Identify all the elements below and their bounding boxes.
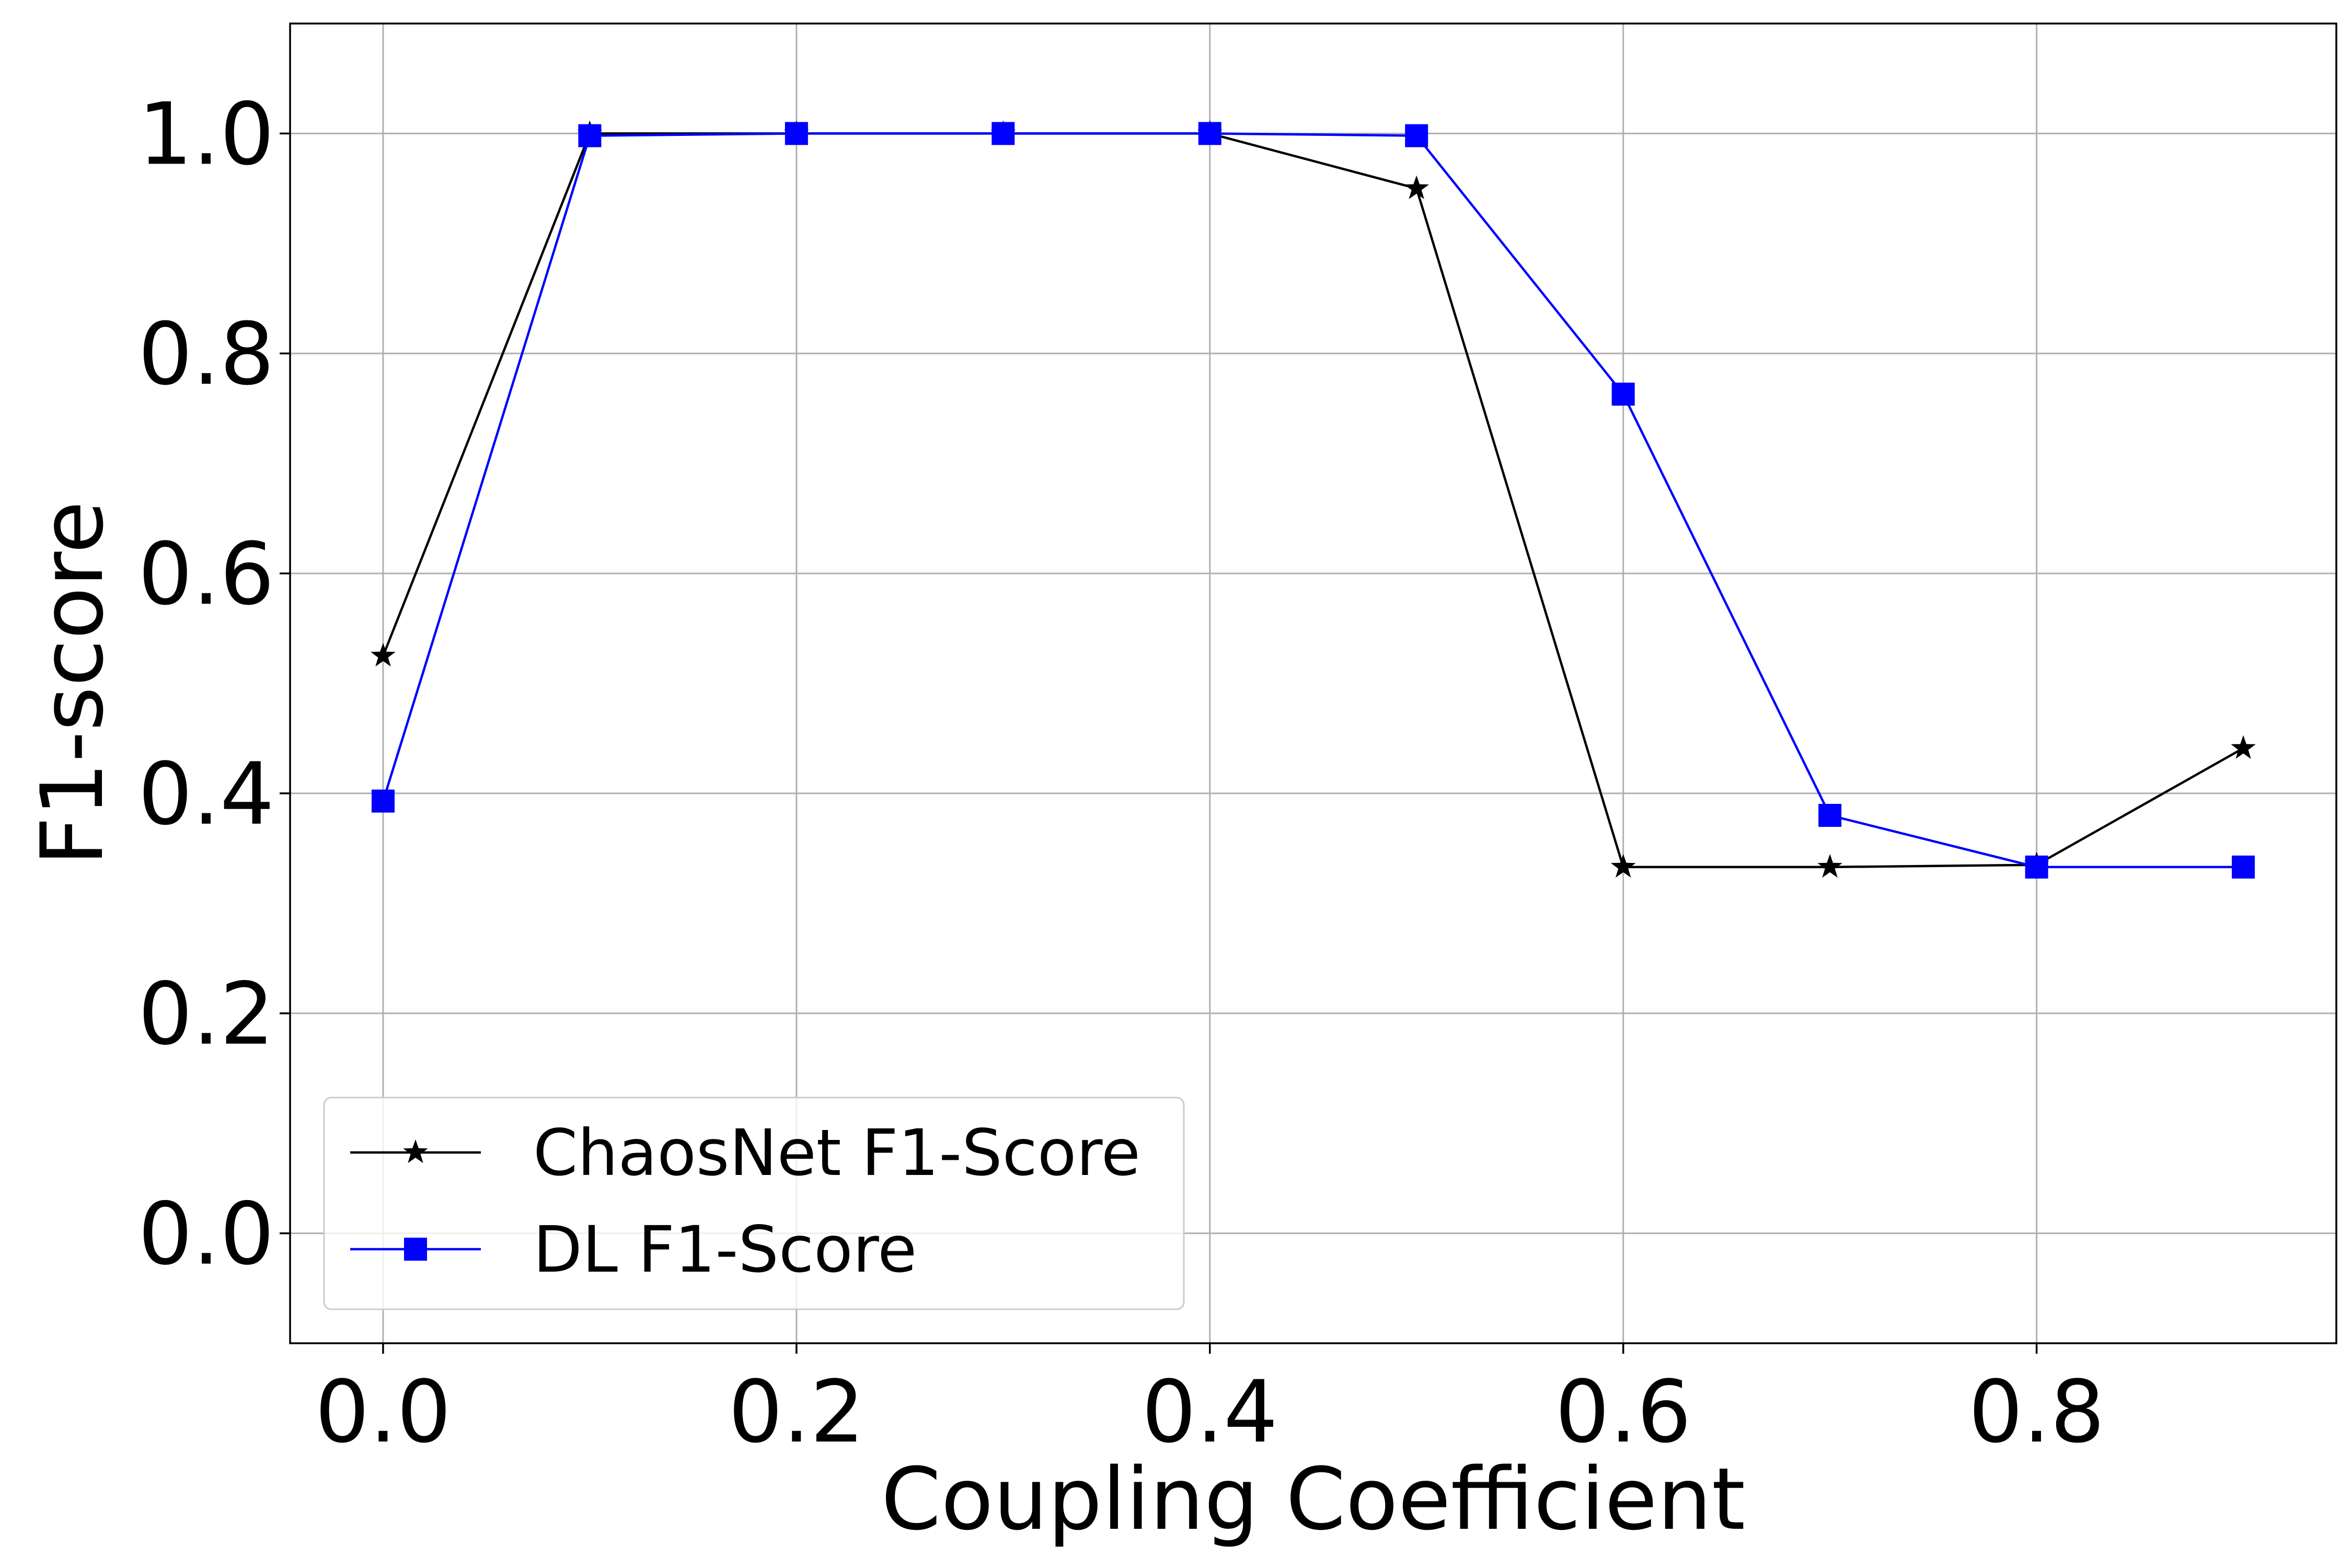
x-tick-label: 0.0 — [315, 1362, 452, 1462]
data-point — [991, 122, 1015, 145]
plot-area-frame — [289, 22, 2337, 1344]
data-point — [371, 789, 395, 813]
y-tick-label: 0.0 — [138, 1184, 274, 1284]
data-series — [371, 120, 2256, 879]
y-tick-label: 0.2 — [138, 964, 274, 1064]
data-point — [2025, 855, 2048, 879]
data-point — [2232, 855, 2255, 879]
series-dl — [371, 122, 2255, 879]
data-point — [371, 642, 396, 667]
x-tick-label: 0.2 — [728, 1362, 864, 1462]
data-point — [1818, 804, 1842, 827]
data-point — [1405, 124, 1428, 147]
x-tick-label: 0.4 — [1142, 1362, 1278, 1462]
y-axis-title: F1-score — [22, 501, 122, 866]
data-point — [2231, 735, 2256, 759]
legend-marker — [403, 1139, 428, 1163]
x-tick-label: 0.6 — [1555, 1362, 1691, 1462]
y-tick-label: 0.4 — [138, 744, 274, 844]
data-point — [1611, 383, 1635, 406]
legend-label: ChaosNet F1-Score — [533, 1116, 1140, 1190]
x-axis-title: Coupling Coefficient — [881, 1449, 1745, 1549]
series-chaosnet — [371, 120, 2256, 878]
data-point — [1404, 175, 1429, 199]
legend-label: DL F1-Score — [533, 1213, 917, 1287]
x-tick-label: 0.8 — [1968, 1362, 2105, 1462]
series-line — [382, 132, 2243, 869]
legend-box — [323, 1097, 1185, 1310]
data-point — [1198, 122, 1221, 145]
data-point — [578, 124, 602, 147]
y-tick-label: 1.0 — [138, 84, 274, 184]
legend-marker — [404, 1238, 427, 1261]
y-tick-label: 0.8 — [138, 304, 274, 404]
axis-ticks: 0.0 0.2 0.4 0.6 0.8 0.0 0.2 0.4 0.6 0.8 1.0 — [138, 84, 2105, 1462]
series-line — [382, 132, 2244, 869]
data-point — [785, 122, 808, 145]
legend: ChaosNet F1-Score DL F1-Score — [323, 1097, 1185, 1310]
data-point — [1610, 854, 1636, 878]
y-tick-label: 0.6 — [138, 524, 274, 624]
data-point — [1817, 854, 1842, 878]
